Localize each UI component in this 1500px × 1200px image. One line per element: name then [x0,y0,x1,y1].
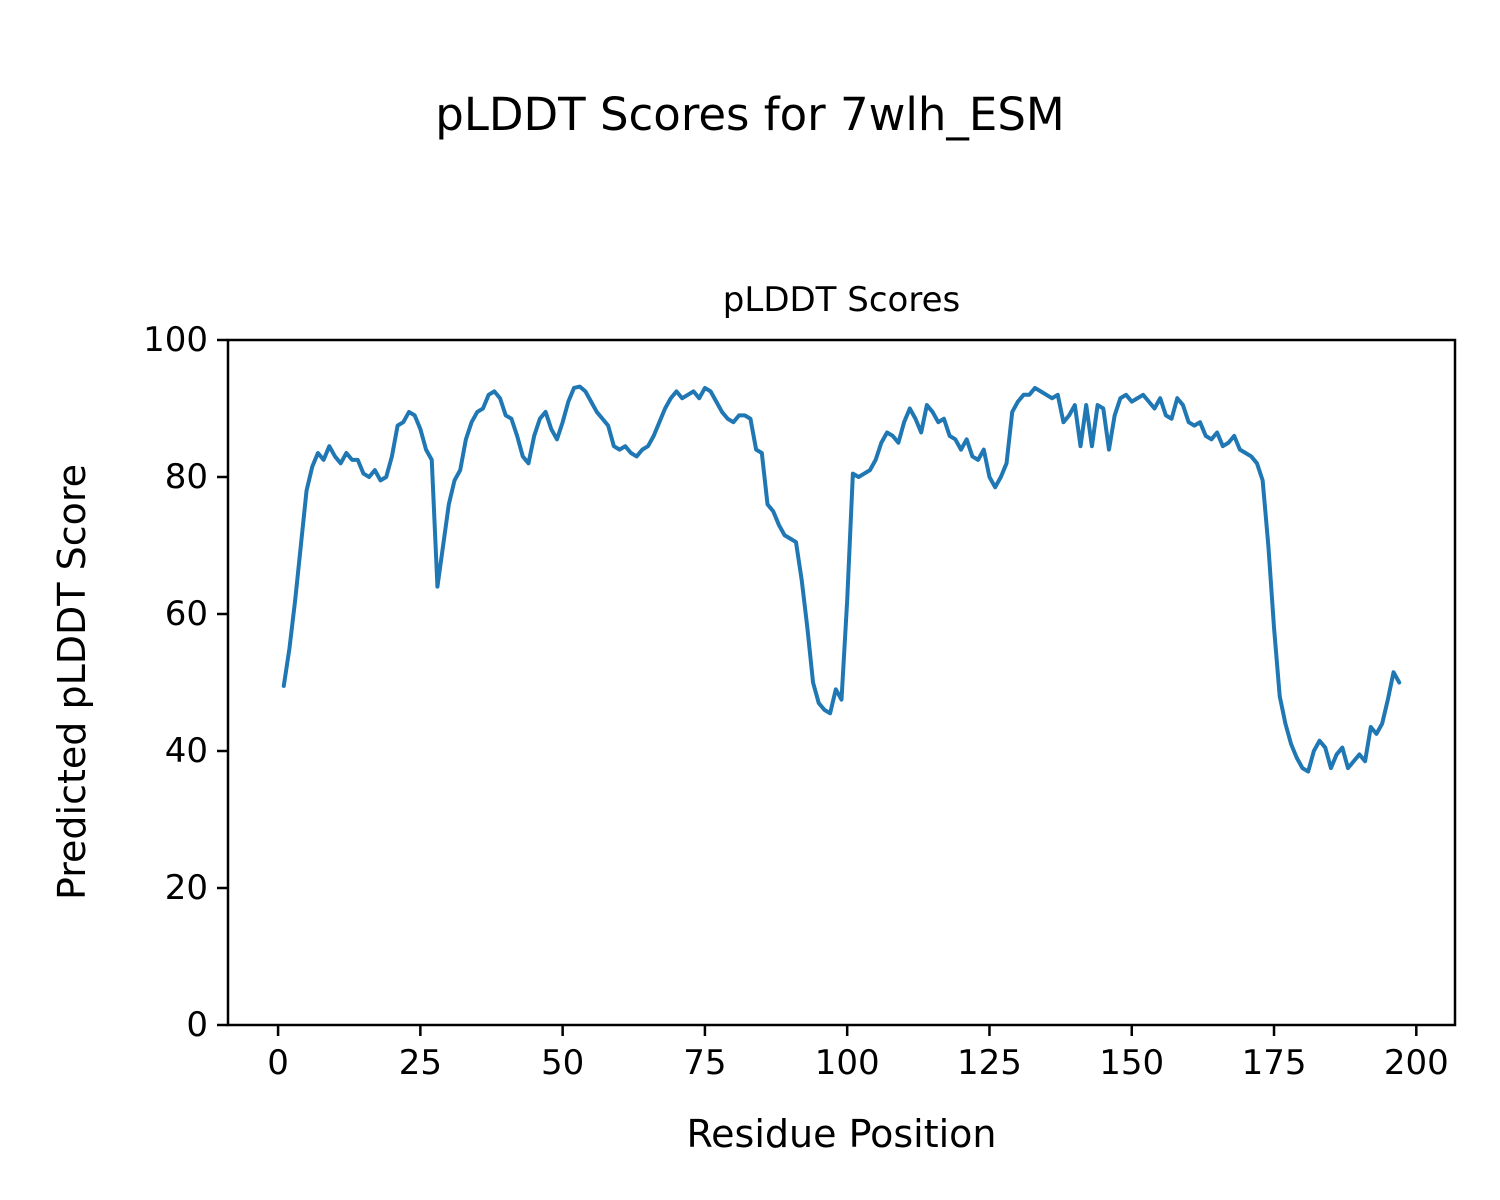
plddt-line-series [281,384,1402,774]
x-tick-label: 125 [957,1043,1022,1083]
y-tick-label: 80 [164,457,208,497]
y-tick-label: 0 [186,1005,208,1045]
y-tick-label: 100 [143,320,208,360]
x-tick-label: 200 [1383,1043,1449,1083]
x-tick-label: 25 [398,1043,442,1083]
y-tick-label: 60 [164,594,208,634]
x-tick-label: 150 [1099,1043,1165,1083]
x-tick-label: 100 [814,1043,880,1083]
figure-title: pLDDT Scores for 7wlh_ESM [435,88,1065,141]
y-tick-label: 20 [164,868,208,908]
x-tick-label: 50 [540,1043,585,1083]
axes-spines [226,338,1457,1027]
x-tick-label: 175 [1241,1043,1307,1083]
axes-title: pLDDT Scores [722,280,961,320]
y-tick-label: 40 [164,731,208,771]
x-tick-label: 75 [683,1043,727,1083]
x-tick-label: 0 [267,1043,289,1083]
x-axis-label: Residue Position [686,1112,997,1156]
